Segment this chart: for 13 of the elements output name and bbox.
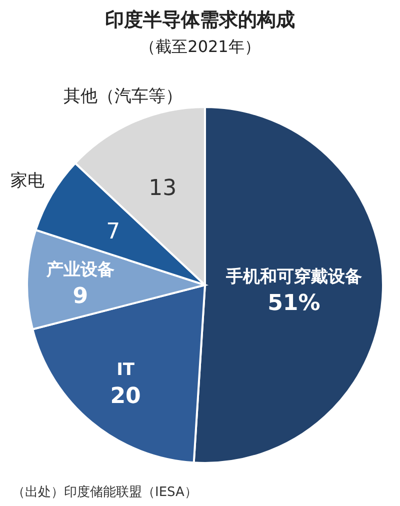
slice-label: 家电 [10,170,44,191]
text: （出处）印度储能联盟（IESA） [12,484,198,500]
slice-label: 手机和可穿戴设备 [224,266,362,287]
chart-title: 印度半导体需求的构成 [105,9,295,31]
chart-subtitle: （截至2021年） [140,37,260,56]
data-label: 7 [106,220,120,245]
slice-label: 其他（汽车等） [63,86,182,106]
slice-label: 产业设备 [45,260,114,280]
data-label: 9 [72,284,88,310]
data-label: 20 [110,384,141,410]
data-label: 51% [268,290,320,316]
slice-label: IT [116,360,135,380]
data-label: 13 [148,176,177,201]
